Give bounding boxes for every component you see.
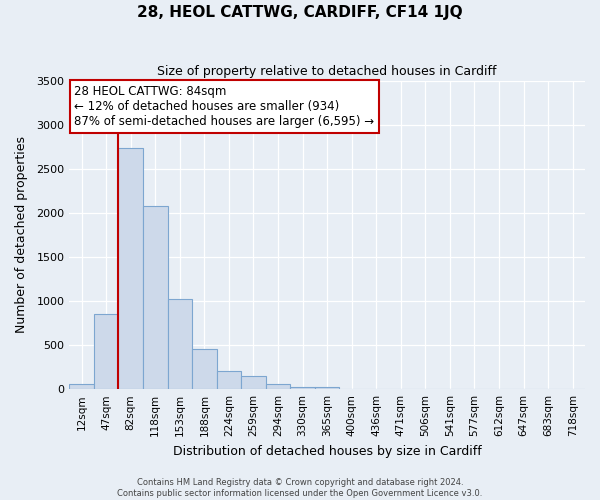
Bar — [266, 384, 290, 389]
Title: Size of property relative to detached houses in Cardiff: Size of property relative to detached ho… — [157, 65, 497, 78]
Text: 28, HEOL CATTWG, CARDIFF, CF14 1JQ: 28, HEOL CATTWG, CARDIFF, CF14 1JQ — [137, 5, 463, 20]
Bar — [70, 384, 94, 389]
Bar — [118, 148, 143, 389]
Text: 28 HEOL CATTWG: 84sqm
← 12% of detached houses are smaller (934)
87% of semi-det: 28 HEOL CATTWG: 84sqm ← 12% of detached … — [74, 85, 374, 128]
Bar — [217, 370, 241, 389]
X-axis label: Distribution of detached houses by size in Cardiff: Distribution of detached houses by size … — [173, 444, 482, 458]
Bar — [290, 386, 315, 389]
Bar — [241, 376, 266, 389]
Bar — [94, 314, 118, 389]
Bar — [192, 349, 217, 389]
Text: Contains HM Land Registry data © Crown copyright and database right 2024.
Contai: Contains HM Land Registry data © Crown c… — [118, 478, 482, 498]
Bar — [143, 206, 167, 389]
Y-axis label: Number of detached properties: Number of detached properties — [15, 136, 28, 334]
Bar — [167, 299, 192, 389]
Bar — [315, 388, 340, 389]
